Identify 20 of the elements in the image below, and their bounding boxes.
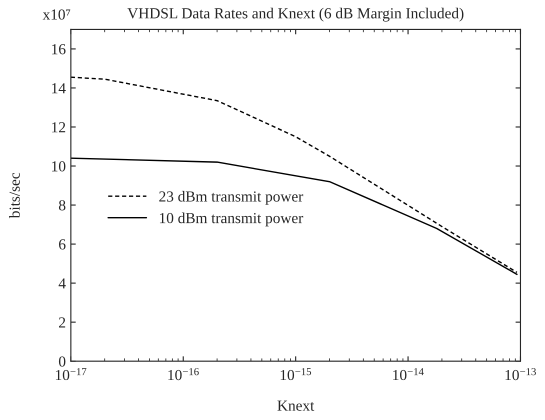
legend-label: 10 dBm transmit power (160, 212, 304, 226)
legend-label: 23 dBm transmit power (159, 190, 304, 205)
y-tick-label: 10 (52, 161, 66, 172)
x-axis-title: Knext (277, 400, 314, 411)
x-tick-label: 10$^{−14}$ (393, 368, 424, 380)
x-tick-label: 10$^{−15}$ (280, 368, 312, 380)
y-tick-label: 8 (58, 200, 66, 211)
y-tick-label: 0 (58, 356, 66, 367)
chart-title: VHDSL Data Rates and Knext (6 dB Margin Included) (127, 8, 464, 22)
text: x10⁷ (42, 9, 70, 20)
y-tick-label: 6 (59, 239, 66, 250)
y-axis-title: bits/sec (9, 172, 20, 218)
x-tick-label: 10$^{−13}$ (506, 368, 536, 380)
y-tick-label: 14 (52, 83, 66, 94)
y-tick-label: 2 (59, 317, 66, 328)
x-tick-label: 10$^{−17}$ (56, 368, 86, 380)
y-tick-label: 12 (52, 122, 66, 132)
y-tick-label: 4 (58, 278, 66, 288)
x-tick-label: 10$^{−16}$ (168, 368, 199, 380)
y-tick-label: 16 (52, 44, 66, 54)
